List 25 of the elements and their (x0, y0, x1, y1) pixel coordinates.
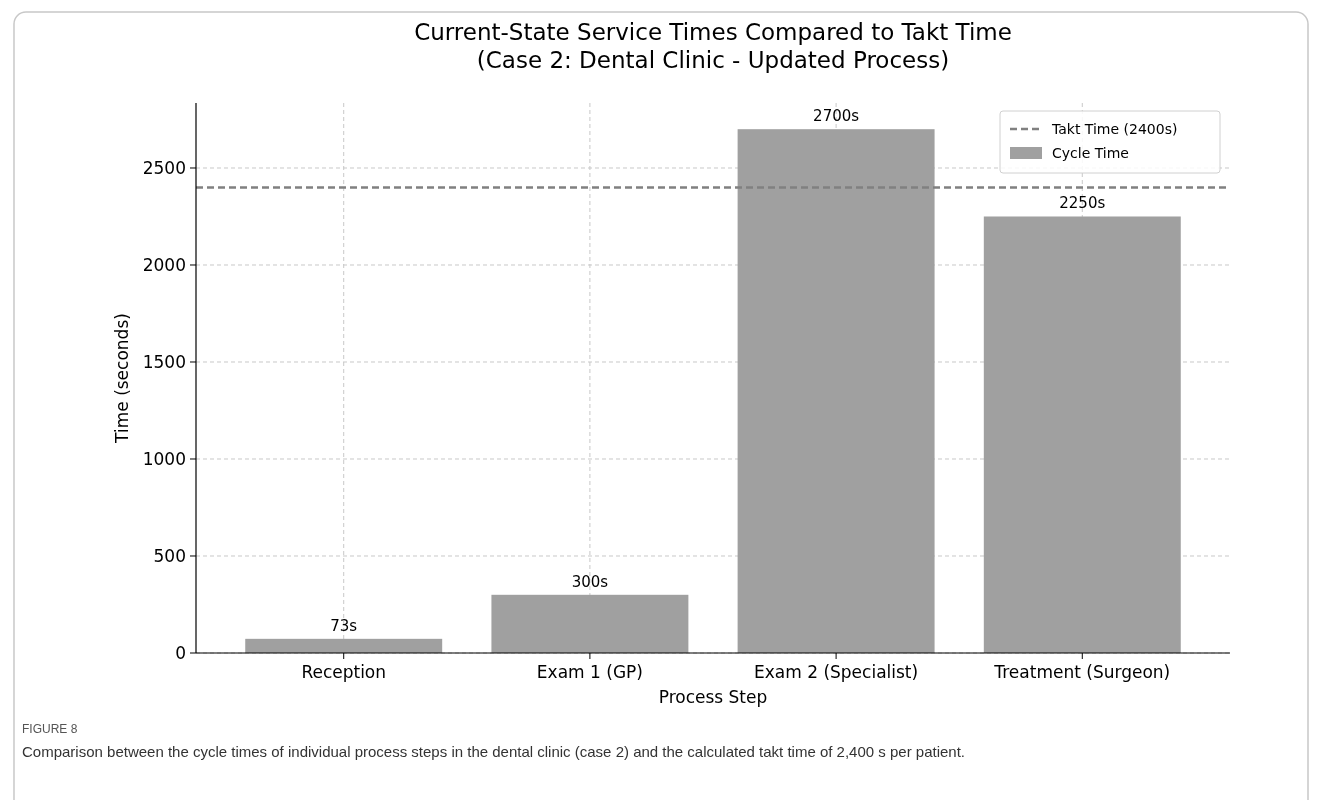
caption: FIGURE 8 (22, 722, 78, 736)
y-tick-label: 1500 (142, 351, 186, 372)
y-tick-label: 0 (175, 642, 186, 663)
data-label: 2700s (813, 107, 860, 126)
bar (245, 638, 443, 653)
legend-label: Takt Time (2400s) (1051, 120, 1178, 137)
chart-title: Current-State Service Times Compared to Takt Time (Case 2: Dental Clinic - Updated Process) (414, 19, 1012, 73)
y-tick-label: 2000 (142, 254, 186, 275)
bar (983, 216, 1181, 653)
y-tick-label: 2500 (142, 157, 186, 178)
x-tick-label: Exam 2 (Specialist) (754, 662, 919, 682)
x-tick-label: Reception (301, 662, 387, 682)
text: Comparison between the cycle times of individual process steps in the dental clinic (case 2) and the calculated takt time of 2,400 s per patient. (22, 743, 966, 760)
x-axis-title: Process Step (658, 687, 768, 707)
bar (737, 129, 935, 653)
x-tick-label: Treatment (Surgeon) (993, 662, 1171, 682)
y-tick-label: 500 (153, 545, 186, 566)
y-tick-label: 1000 (142, 448, 186, 469)
data-label: 300s (571, 572, 609, 591)
data-label: 73s (330, 616, 358, 635)
y-axis-title: Time (seconds) (112, 313, 132, 444)
legend-label: Cycle Time (1052, 144, 1129, 161)
bar (491, 594, 689, 653)
x-tick-label: Exam 1 (GP) (536, 662, 643, 682)
data-label: 2250s (1059, 194, 1106, 213)
